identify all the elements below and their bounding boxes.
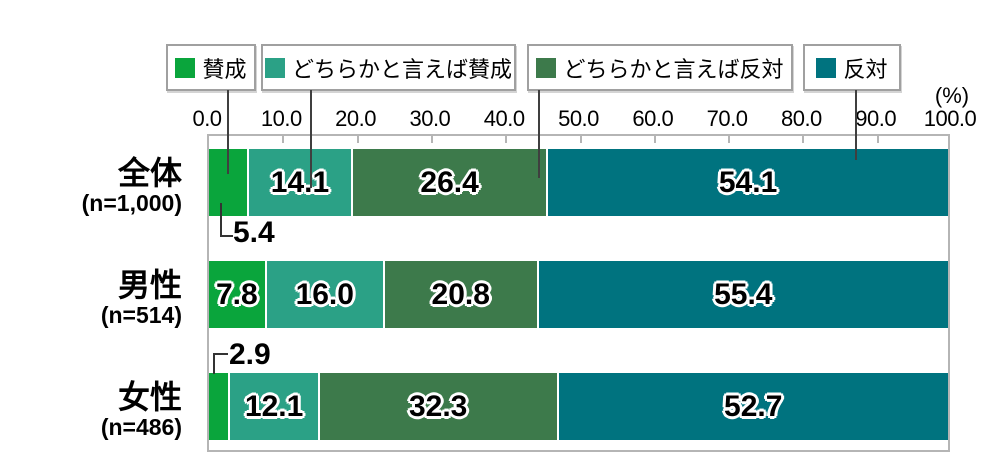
axis-tick-label: 40.0 (483, 106, 525, 131)
axis-tick-mark (876, 136, 879, 143)
axis-tick-label: 100.0 (923, 106, 977, 131)
bar-value-label: 7.8 (215, 277, 258, 311)
percent-unit-label: (%) (934, 83, 970, 108)
plot-area: 14.1 26.4 54.1 7.8 16.0 20.8 55.4 12.1 32.3 52.7 (207, 134, 950, 452)
legend-swatch-icon (264, 57, 285, 78)
axis-tick-mark (505, 136, 508, 143)
bar-value-label: 12.1 (244, 389, 304, 423)
bar-value-label: 26.4 (420, 165, 479, 199)
bar-segment: 14.1 (248, 149, 354, 216)
bar-segment: 16.0 (266, 261, 385, 328)
legend-item: どちらかと言えば賛成 (261, 44, 516, 91)
bar-value-label: 52.7 (724, 389, 783, 423)
legend-item: 賛成 (166, 44, 256, 91)
legend-item: 反対 (803, 44, 901, 91)
category-name: 男性 (117, 267, 182, 303)
axis-tick-mark (579, 136, 582, 143)
legend-leader-line (310, 90, 312, 188)
callout-line (220, 203, 222, 237)
bar-row: 7.8 16.0 20.8 55.4 (209, 261, 948, 328)
category-label: 全体 (n=1,000) (0, 155, 182, 216)
category-n-label: (n=1,000) (81, 189, 182, 216)
legend-leader-line (538, 90, 540, 178)
axis-tick-label: 20.0 (335, 106, 376, 131)
axis-tick-mark (430, 136, 433, 143)
bar-value-label: 16.0 (295, 277, 354, 311)
category-name: 女性 (117, 379, 182, 415)
axis-tick-mark (802, 136, 805, 143)
axis-tick-label: 70.0 (706, 106, 748, 131)
axis-tick-mark (356, 136, 359, 143)
bar-segment (209, 373, 231, 440)
callout-value: 5.4 (233, 216, 275, 249)
callout-line (213, 353, 228, 355)
callout-value: 2.9 (229, 338, 271, 371)
legend-leader-line (855, 90, 857, 160)
legend-label: 反対 (843, 56, 888, 82)
bar-segment: 20.8 (384, 261, 539, 328)
bar-segment: 32.3 (319, 373, 559, 440)
category-label: 女性 (n=486) (0, 379, 182, 440)
legend-label: どちらかと言えば賛成 (291, 56, 512, 82)
bar-segment: 55.4 (538, 261, 948, 328)
bar-value-label: 14.1 (270, 165, 330, 199)
bar-value-label: 54.1 (718, 165, 778, 199)
bar-value-label: 32.3 (408, 389, 468, 423)
legend-swatch-icon (536, 57, 557, 78)
axis-tick-label: 80.0 (780, 106, 822, 131)
callout-line (213, 353, 215, 374)
axis-tick-label: 10.0 (260, 106, 302, 131)
axis-tick-label: 90.0 (855, 106, 897, 131)
axis-tick-label: 0.0 (192, 106, 222, 131)
bar-segment: 52.7 (558, 373, 948, 440)
category-n-label: (n=486) (100, 413, 182, 440)
legend-swatch-icon (816, 57, 837, 78)
category-name: 全体 (117, 155, 182, 191)
legend-label: どちらかと言えば反対 (563, 56, 784, 82)
callout-line (220, 235, 233, 237)
bar-value-label: 20.8 (431, 277, 490, 311)
legend-item: どちらかと言えば反対 (527, 44, 793, 91)
legend-label: 賛成 (202, 56, 247, 82)
axis-tick-mark (653, 136, 656, 143)
axis-tick-mark (282, 136, 285, 143)
bar-row: 14.1 26.4 54.1 (209, 149, 948, 216)
axis-tick-label: 30.0 (409, 106, 451, 131)
axis-tick-mark (728, 136, 731, 143)
axis-tick-label: 50.0 (558, 106, 599, 131)
legend-leader-line (227, 90, 229, 174)
category-n-label: (n=514) (100, 301, 182, 328)
legend-swatch-icon (175, 57, 196, 78)
bar-segment: 26.4 (353, 149, 549, 216)
axis-tick-label: 60.0 (632, 106, 674, 131)
bar-segment: 7.8 (209, 261, 267, 328)
bar-segment: 12.1 (230, 373, 320, 440)
bar-segment: 54.1 (548, 149, 948, 216)
bar-row: 12.1 32.3 52.7 (209, 373, 948, 440)
bar-value-label: 55.4 (714, 277, 773, 311)
category-label: 男性 (n=514) (0, 267, 182, 328)
